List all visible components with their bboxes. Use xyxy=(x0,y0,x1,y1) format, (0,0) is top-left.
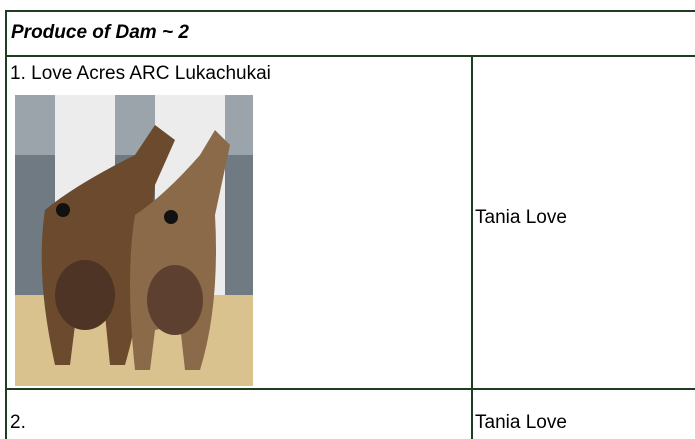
cell: 1. Love Acres ARC Lukachukai xyxy=(5,55,473,390)
cell: 2. xyxy=(5,388,473,439)
goat-photo xyxy=(15,95,253,386)
cell-text: Tania Love xyxy=(475,412,567,433)
table-title: Produce of Dam ~ 2 xyxy=(11,22,189,43)
cell: Tania Love xyxy=(471,388,695,439)
cell: Tania Love xyxy=(471,55,695,390)
cell-text: 1. Love Acres ARC Lukachukai xyxy=(10,63,271,84)
cell-text: 2. xyxy=(10,412,26,433)
header-cell: Produce of Dam ~ 2 xyxy=(5,10,695,57)
cell-text: Tania Love xyxy=(475,207,567,228)
